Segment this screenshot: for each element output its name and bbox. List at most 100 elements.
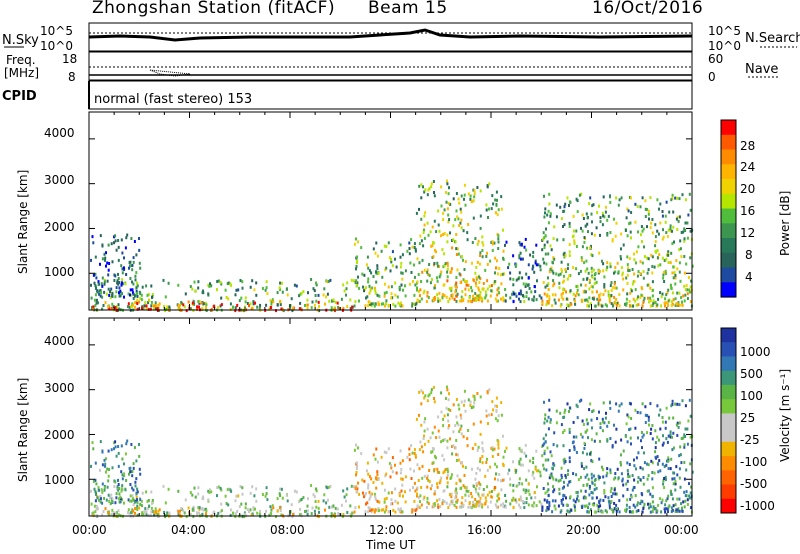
- scatter-cell: [439, 505, 442, 509]
- nsky-tick-bottom: 10^0: [40, 39, 73, 53]
- scatter-cell: [368, 284, 371, 288]
- scatter-cell: [443, 470, 446, 473]
- scatter-cell: [633, 272, 636, 276]
- scatter-cell: [426, 427, 429, 431]
- scatter-cell: [229, 513, 232, 517]
- scatter-cell: [614, 440, 617, 444]
- scatter-cell: [150, 300, 153, 304]
- scatter-cell: [532, 471, 535, 475]
- scatter-cell: [543, 243, 546, 247]
- scatter-cell: [345, 293, 347, 297]
- scatter-cell: [640, 293, 643, 297]
- scatter-cell: [100, 497, 102, 501]
- scatter-cell: [518, 462, 521, 466]
- scatter-cell: [458, 201, 461, 205]
- scatter-cell: [681, 300, 683, 304]
- scatter-cell: [566, 277, 569, 281]
- scatter-cell: [680, 461, 683, 465]
- scatter-cell: [123, 501, 125, 505]
- scatter-cell: [404, 475, 407, 479]
- scatter-cell: [473, 192, 476, 196]
- scatter-cell: [670, 300, 673, 304]
- scatter-cell: [524, 443, 527, 447]
- scatter-cell: [389, 269, 392, 273]
- scatter-cell: [127, 508, 130, 512]
- scatter-cell: [494, 271, 496, 275]
- scatter-cell: [471, 467, 473, 471]
- scatter-cell: [365, 502, 367, 506]
- scatter-cell: [383, 282, 386, 286]
- scatter-cell: [580, 226, 582, 230]
- scatter-cell: [298, 294, 301, 298]
- scatter-cell: [130, 510, 133, 514]
- scatter-cell: [451, 499, 454, 503]
- scatter-cell: [646, 462, 649, 466]
- scatter-cell: [129, 293, 131, 297]
- scatter-cell: [445, 385, 448, 389]
- scatter-cell: [568, 250, 571, 254]
- scatter-cell: [560, 499, 563, 502]
- scatter-cell: [563, 255, 566, 259]
- scatter-cell: [123, 295, 125, 299]
- scatter-cell: [126, 233, 129, 237]
- scatter-cell: [599, 233, 601, 237]
- scatter-cell: [445, 501, 448, 505]
- scatter-cell: [659, 408, 662, 412]
- scatter-cell: [418, 242, 421, 246]
- scatter-cell: [587, 506, 589, 510]
- scatter-cell: [437, 297, 440, 301]
- scatter-cell: [644, 413, 647, 417]
- scatter-cell: [105, 292, 108, 296]
- scatter-cell: [531, 298, 534, 302]
- scatter-cell: [479, 251, 482, 255]
- scatter-cell: [418, 448, 421, 452]
- scatter-cell: [128, 266, 130, 270]
- scatter-cell: [673, 271, 676, 275]
- scatter-cell: [107, 449, 110, 453]
- vel-cb-minus1000: -1000: [740, 499, 775, 513]
- scatter-cell: [414, 455, 417, 459]
- scatter-cell: [651, 437, 654, 441]
- scatter-cell: [472, 500, 475, 504]
- colorbar-segment: [721, 208, 736, 224]
- scatter-cell: [131, 288, 134, 292]
- scatter-cell: [602, 262, 605, 266]
- scatter-cell: [527, 263, 530, 267]
- scatter-cell: [484, 290, 487, 294]
- scatter-cell: [450, 492, 453, 496]
- scatter-cell: [563, 279, 565, 283]
- scatter-cell: [688, 192, 691, 196]
- scatter-cell: [368, 475, 371, 479]
- scatter-cell: [463, 389, 466, 393]
- scatter-cell: [103, 252, 106, 256]
- scatter-cell: [547, 458, 550, 462]
- scatter-cell: [317, 293, 320, 297]
- scatter-cell: [432, 298, 435, 302]
- scatter-cell: [646, 431, 648, 435]
- scatter-cell: [246, 508, 249, 511]
- scatter-cell: [454, 424, 457, 428]
- scatter-cell: [342, 283, 345, 287]
- scatter-cell: [679, 279, 682, 283]
- scatter-cell: [670, 457, 673, 461]
- scatter-cell: [689, 256, 692, 260]
- scatter-cell: [617, 270, 620, 274]
- colorbar-segment: [721, 384, 736, 400]
- scatter-cell: [414, 509, 417, 513]
- scatter-cell: [517, 277, 520, 281]
- scatter-cell: [671, 193, 674, 197]
- scatter-cell: [613, 488, 616, 492]
- scatter-cell: [620, 232, 623, 236]
- scatter-cell: [674, 509, 677, 513]
- scatter-cell: [342, 307, 345, 310]
- scatter-cell: [602, 420, 605, 424]
- scatter-cell: [249, 302, 252, 306]
- scatter-cell: [306, 504, 309, 508]
- scatter-cell: [402, 288, 404, 292]
- scatter-cell: [442, 471, 445, 475]
- scatter-cell: [123, 462, 125, 466]
- scatter-cell: [276, 291, 279, 295]
- scatter-cell: [497, 414, 500, 418]
- scatter-cell: [577, 272, 580, 276]
- scatter-cell: [474, 237, 477, 240]
